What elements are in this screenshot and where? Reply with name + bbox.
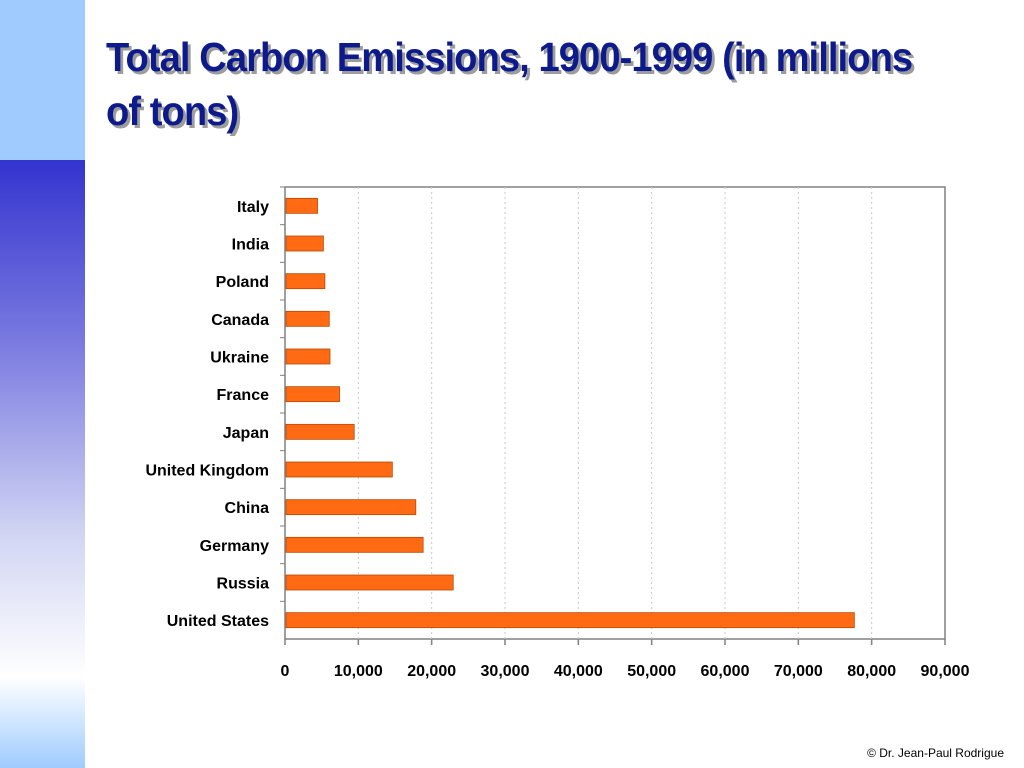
x-tick-label: 60,000 [701,663,750,680]
category-label: Japan [223,425,269,442]
category-label: India [232,237,269,254]
bar-france [285,386,340,403]
x-tick-label: 10,000 [334,663,383,680]
bar-india [285,235,324,252]
left-accent-gradient [0,160,85,768]
copyright-notice: © Dr. Jean-Paul Rodrigue [867,746,1004,760]
plot-area [284,186,946,640]
category-label: Poland [216,274,269,291]
x-axis-ticks: 0 10,000 20,000 30,000 40,000 50,000 60,000 70,… [280,186,970,680]
x-tick-label: 20,000 [407,663,456,680]
bar-poland [285,273,326,290]
x-tick-label: 80,000 [847,663,896,680]
x-tick-label: 40,000 [554,663,603,680]
grid-lines [357,187,873,639]
bar-ukraine [285,348,331,365]
slide-title: Total Carbon Emissions, 1900-1999 (in mi… [106,34,913,134]
x-tick-label: 30,000 [481,663,530,680]
x-tick-label: 70,000 [774,663,823,680]
category-label: China [225,500,270,517]
bar-japan [285,423,355,440]
category-label: France [217,387,270,404]
bar-canada [285,310,330,327]
category-label: Canada [211,312,269,329]
left-accent-bar [0,0,85,768]
x-tick-label: 50,000 [627,663,676,680]
bar-china [285,499,417,516]
bar-germany [285,536,424,553]
bar-united-kingdom [285,461,393,478]
category-labels: Italy India Poland Canada Ukraine France Japan… [145,199,269,630]
category-label: Ukraine [210,350,269,367]
bar-russia [285,574,454,591]
left-accent-top [0,0,85,160]
category-label: Russia [217,576,270,593]
category-label: Germany [200,538,269,555]
category-label: Italy [237,199,269,216]
x-tick-label: 90,000 [921,663,970,680]
bar-united-states [285,612,855,629]
x-tick-label: 0 [281,663,290,680]
category-label: United Kingdom [145,463,269,480]
category-label: United States [167,613,269,630]
bars [285,197,855,629]
bar-italy [285,197,318,214]
